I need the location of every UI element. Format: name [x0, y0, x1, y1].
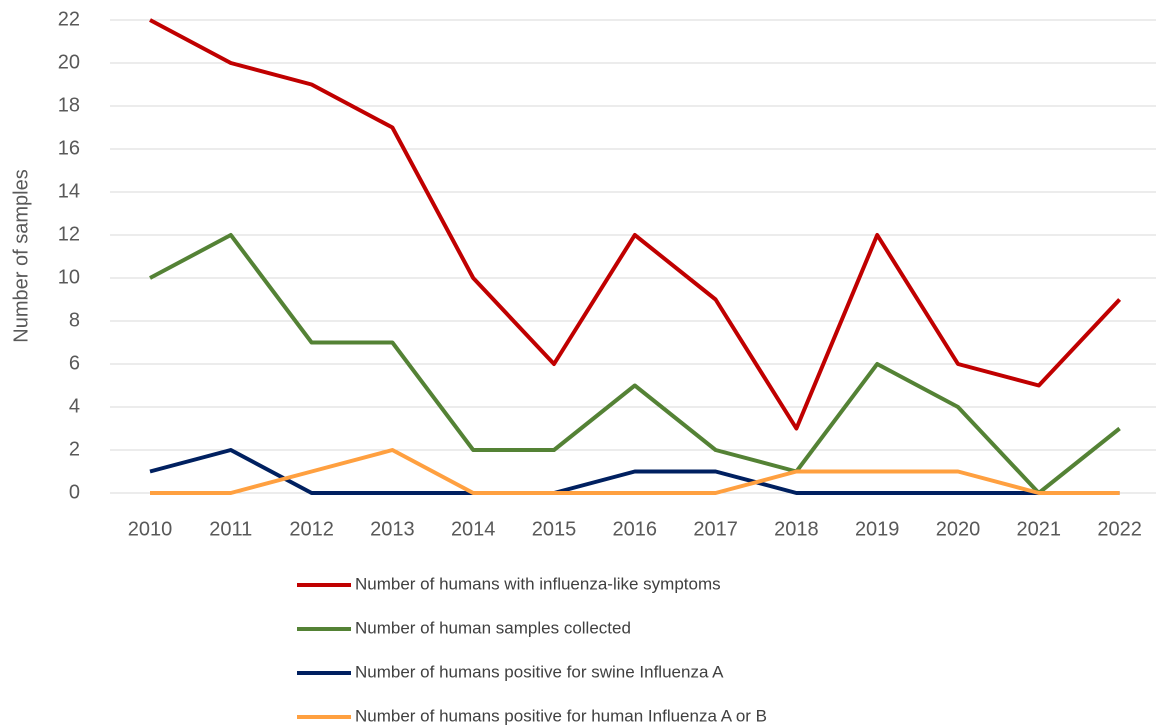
series-line [150, 448, 1120, 495]
y-tick-label: 2 [69, 438, 80, 460]
x-tick-label: 2014 [451, 518, 496, 540]
legend-label: Number of humans positive for human Infl… [355, 706, 767, 725]
y-tick-label: 0 [69, 481, 80, 503]
y-tick-label: 8 [69, 309, 80, 331]
legend-label: Number of humans with influenza-like sym… [355, 574, 721, 593]
y-tick-label: 18 [58, 94, 80, 116]
y-tick-label: 20 [58, 51, 80, 73]
x-tick-label: 2010 [128, 518, 173, 540]
x-tick-label: 2015 [532, 518, 577, 540]
y-tick-label: 10 [58, 266, 80, 288]
legend-label: Number of humans positive for swine Infl… [355, 662, 724, 681]
x-tick-label: 2016 [613, 518, 658, 540]
y-tick-label: 6 [69, 352, 80, 374]
y-tick-label: 12 [58, 223, 80, 245]
x-tick-label: 2020 [936, 518, 981, 540]
x-tick-label: 2017 [693, 518, 738, 540]
y-tick-label: 22 [58, 8, 80, 30]
y-tick-label: 14 [58, 180, 80, 202]
legend-label: Number of human samples collected [355, 618, 631, 637]
y-tick-label: 4 [69, 395, 80, 417]
y-axis-title: Number of samples [10, 169, 32, 342]
x-tick-label: 2021 [1017, 518, 1062, 540]
x-tick-label: 2018 [774, 518, 819, 540]
y-tick-label: 16 [58, 137, 80, 159]
series-line [149, 18, 1122, 431]
x-tick-label: 2013 [370, 518, 415, 540]
x-tick-label: 2012 [289, 518, 334, 540]
series-line [149, 233, 1121, 495]
x-tick-label: 2011 [209, 518, 252, 540]
x-tick-label: 2022 [1097, 518, 1142, 540]
series-line [149, 448, 1120, 495]
x-tick-label: 2019 [855, 518, 900, 540]
